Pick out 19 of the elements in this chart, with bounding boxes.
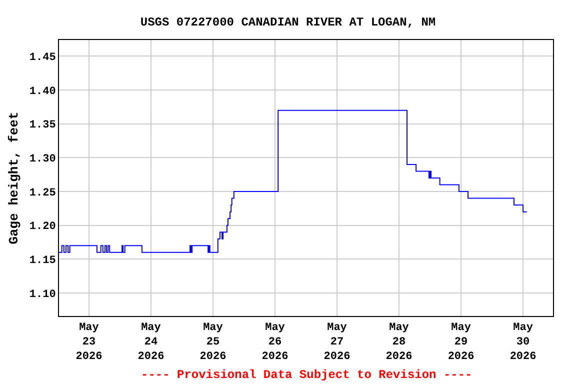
y-tick-label: 1.35 [29, 120, 56, 132]
x-tick-label: May 26 2026 [262, 322, 288, 363]
y-tick-label: 1.10 [29, 288, 56, 301]
y-tick-label: 1.45 [29, 52, 56, 64]
y-tick-label: 1.25 [29, 187, 56, 200]
x-tick-label: May 29 2026 [448, 322, 474, 363]
x-tick-label: May 25 2026 [200, 322, 226, 363]
x-tick-label: May 30 2026 [510, 322, 536, 363]
y-tick-label: 1.15 [29, 255, 56, 268]
y-tick-label: 1.20 [29, 221, 56, 234]
y-tick-label: 1.30 [29, 154, 56, 166]
x-tick-label: May 23 2026 [76, 322, 102, 363]
text: ---- Provisional Data Subject to Revision ---- [141, 368, 472, 382]
x-tick-label: May 28 2026 [386, 322, 412, 363]
y-tick-label: 1.40 [29, 86, 56, 98]
chart-title: USGS 07227000 CANADIAN RIVER AT LOGAN, NM [140, 16, 436, 30]
y-axis-title: Gage height, feet [6, 112, 22, 244]
x-tick-label: May 24 2026 [138, 322, 164, 363]
x-tick-label: May 27 2026 [324, 322, 350, 363]
